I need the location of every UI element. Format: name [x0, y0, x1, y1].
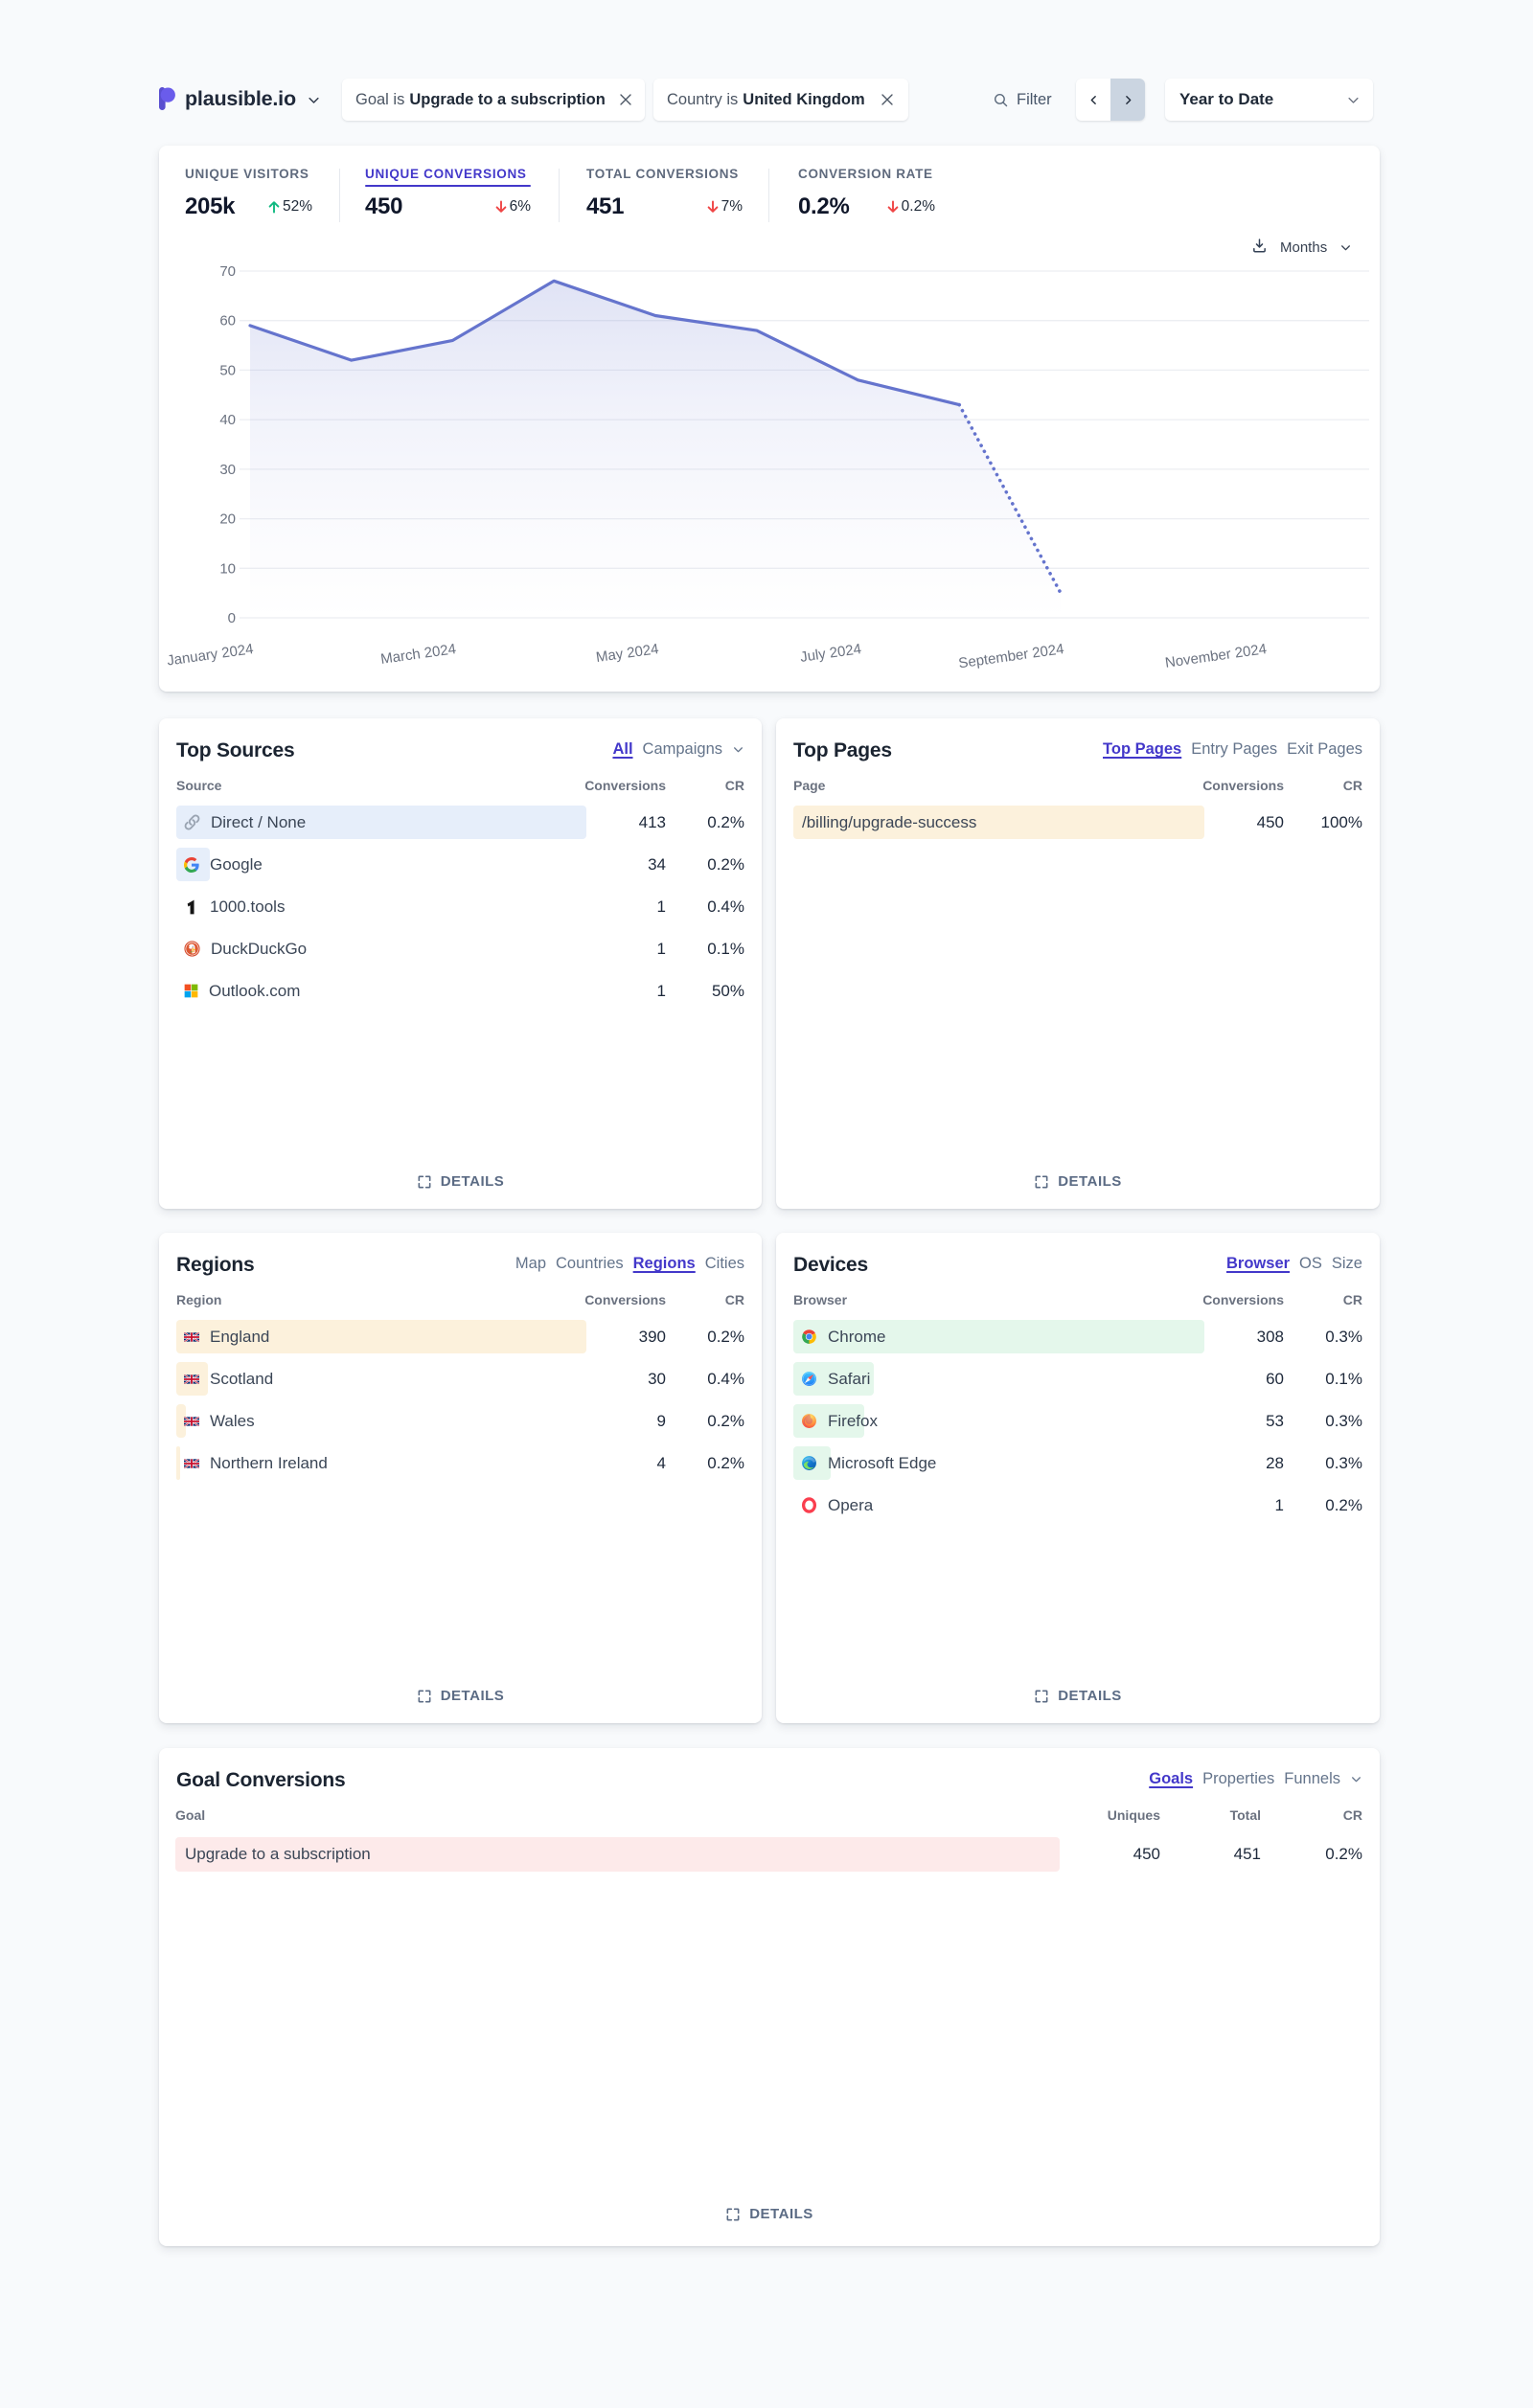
svg-text:July 2024: July 2024: [799, 641, 862, 666]
svg-text:70: 70: [219, 263, 236, 280]
svg-text:March 2024: March 2024: [379, 641, 457, 668]
svg-text:60: 60: [219, 313, 236, 329]
svg-text:20: 20: [219, 511, 236, 528]
svg-text:November 2024: November 2024: [1164, 641, 1268, 671]
svg-text:September 2024: September 2024: [957, 641, 1064, 671]
svg-text:30: 30: [219, 462, 236, 478]
svg-text:May 2024: May 2024: [595, 641, 660, 666]
svg-text:0: 0: [228, 610, 236, 626]
svg-text:10: 10: [219, 560, 236, 577]
svg-text:50: 50: [219, 362, 236, 378]
svg-text:40: 40: [219, 412, 236, 428]
svg-text:January 2024: January 2024: [166, 641, 254, 669]
